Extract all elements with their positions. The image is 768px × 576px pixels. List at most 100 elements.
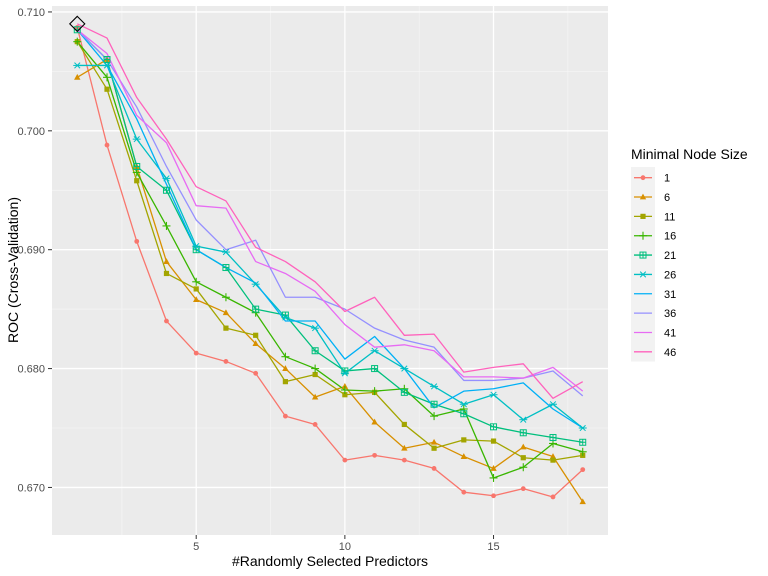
legend-item-11: 11 <box>634 211 675 223</box>
point-16 <box>340 385 349 394</box>
point-1 <box>253 370 259 376</box>
point-6 <box>222 309 230 316</box>
point-21 <box>400 388 408 396</box>
point-1 <box>520 486 526 492</box>
legend-label: 26 <box>664 269 676 281</box>
point-1 <box>580 467 586 473</box>
best-point-marker <box>68 15 86 33</box>
point-1 <box>104 142 110 148</box>
point-1 <box>461 489 467 495</box>
point-16 <box>489 473 498 482</box>
point-11 <box>342 392 348 398</box>
point-16 <box>519 463 528 472</box>
point-16 <box>103 73 112 82</box>
legend-label: 21 <box>664 250 676 262</box>
point-6 <box>401 444 408 451</box>
legend-label: 16 <box>664 231 676 243</box>
point-16 <box>370 387 379 396</box>
point-16 <box>192 277 201 286</box>
axis-tick-labels: 5 10 15 0.670 0.680 0.690 0.700 0.710 <box>17 7 499 553</box>
point-11 <box>312 371 318 378</box>
point-21 <box>252 305 260 313</box>
point-26 <box>578 424 587 432</box>
legend-item-1: 1 <box>634 173 670 185</box>
point-26 <box>103 62 112 69</box>
point-16 <box>311 364 320 373</box>
point-16 <box>430 412 439 421</box>
point-1 <box>134 238 140 244</box>
point-21 <box>311 347 319 355</box>
legend-item-46: 46 <box>634 347 676 359</box>
point-16 <box>578 447 587 456</box>
point-11 <box>223 325 229 331</box>
x-tick-label: 15 <box>487 541 499 553</box>
x-tick-label: 10 <box>339 541 351 553</box>
legend-label: 1 <box>664 173 670 185</box>
y-tick-label: 0.670 <box>17 482 45 494</box>
point-1 <box>550 494 556 500</box>
point-6 <box>371 418 378 425</box>
point-11 <box>134 178 140 184</box>
legend-label: 11 <box>664 211 675 223</box>
point-6 <box>430 438 438 445</box>
series-line-21 <box>76 29 583 443</box>
legend-item-21: 21 <box>634 250 676 262</box>
legend-label: 36 <box>664 308 676 320</box>
point-11 <box>550 457 556 463</box>
best-point-diamond <box>68 15 86 33</box>
y-tick-label: 0.690 <box>17 245 45 257</box>
y-tick-label: 0.680 <box>17 364 45 376</box>
point-1 <box>193 350 199 356</box>
point-6 <box>163 258 170 264</box>
point-16 <box>221 293 230 302</box>
legend-key-marker <box>640 213 646 219</box>
legend-key-marker <box>639 193 647 200</box>
point-21 <box>579 438 587 446</box>
point-26 <box>548 401 557 408</box>
point-6 <box>252 340 259 347</box>
point-26 <box>221 248 230 256</box>
plot-panel <box>52 6 608 535</box>
point-11 <box>163 270 170 277</box>
point-21 <box>490 423 498 431</box>
series-line-16 <box>76 41 583 479</box>
point-21 <box>133 162 141 170</box>
point-1 <box>342 457 348 463</box>
point-6 <box>74 73 81 80</box>
y-axis-title: ROC (Cross-Validation) <box>5 197 21 343</box>
point-26 <box>192 242 201 250</box>
point-1 <box>283 413 288 419</box>
point-6 <box>341 383 349 389</box>
legend-label: 46 <box>664 347 676 359</box>
legend-key-marker <box>640 175 646 181</box>
y-tick-label: 0.700 <box>17 126 45 138</box>
legend-key-marker <box>639 271 647 278</box>
point-21 <box>371 365 379 373</box>
point-16 <box>162 221 171 230</box>
point-1 <box>431 466 437 471</box>
point-1 <box>312 422 318 427</box>
point-6 <box>282 365 289 371</box>
legend-key-marker <box>639 231 647 240</box>
point-6 <box>549 453 557 459</box>
series-line-26 <box>77 64 584 429</box>
point-21 <box>222 264 230 272</box>
point-21 <box>430 400 438 408</box>
legend-item-6: 6 <box>634 192 670 204</box>
x-axis-title: #Randomly Selected Predictors <box>232 553 428 569</box>
point-11 <box>490 438 497 444</box>
grid-minor <box>52 6 608 535</box>
point-21 <box>460 410 468 418</box>
x-tick-label: 5 <box>193 541 199 553</box>
point-26 <box>489 391 498 398</box>
grid-major <box>52 6 608 535</box>
point-1 <box>401 457 407 463</box>
point-26 <box>311 325 320 332</box>
legend-label: 31 <box>664 289 676 301</box>
point-11 <box>401 421 407 428</box>
legend-item-16: 16 <box>634 231 676 243</box>
point-26 <box>162 175 171 182</box>
point-1 <box>372 452 377 458</box>
